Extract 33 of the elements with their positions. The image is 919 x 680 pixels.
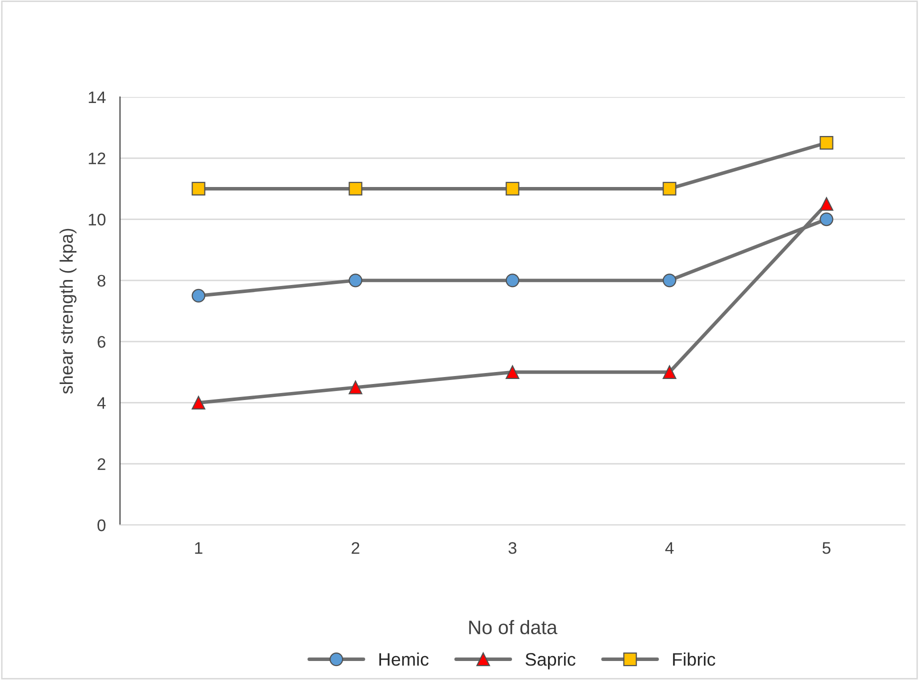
point bbox=[662, 365, 676, 379]
point bbox=[506, 365, 520, 379]
point bbox=[662, 274, 676, 288]
legend-label: Sapric bbox=[526, 652, 576, 670]
y-tick-label: 0 bbox=[97, 519, 106, 532]
point bbox=[192, 396, 206, 410]
y-tick-label: 2 bbox=[98, 458, 106, 470]
point bbox=[506, 182, 520, 196]
point bbox=[820, 197, 834, 211]
point bbox=[662, 182, 676, 196]
y-tick-label: 10 bbox=[88, 214, 106, 226]
point bbox=[192, 182, 206, 196]
legend-label: Hemic bbox=[379, 652, 429, 666]
point bbox=[820, 136, 834, 150]
x-tick-label: 5 bbox=[822, 542, 830, 554]
point bbox=[348, 380, 362, 394]
x-tick-label: 3 bbox=[508, 542, 516, 554]
point bbox=[820, 212, 834, 226]
y-tick-label: 14 bbox=[88, 92, 106, 104]
x-tick-label: 1 bbox=[195, 542, 202, 554]
y-tick-label: 4 bbox=[97, 397, 106, 409]
y-tick-label: 8 bbox=[98, 274, 106, 287]
y-tick-label: 12 bbox=[88, 152, 106, 164]
x-tick-label: 4 bbox=[665, 542, 674, 554]
point bbox=[192, 288, 206, 303]
point bbox=[348, 182, 362, 196]
point bbox=[506, 274, 520, 288]
point bbox=[348, 274, 362, 288]
x-tick-label: 2 bbox=[352, 542, 360, 554]
legend-label: Fibric bbox=[673, 652, 716, 666]
y-axis-title: shear strength ( kpa) bbox=[60, 228, 76, 394]
y-tick-label: 6 bbox=[98, 336, 106, 348]
x-axis-title: No of data bbox=[469, 620, 558, 634]
